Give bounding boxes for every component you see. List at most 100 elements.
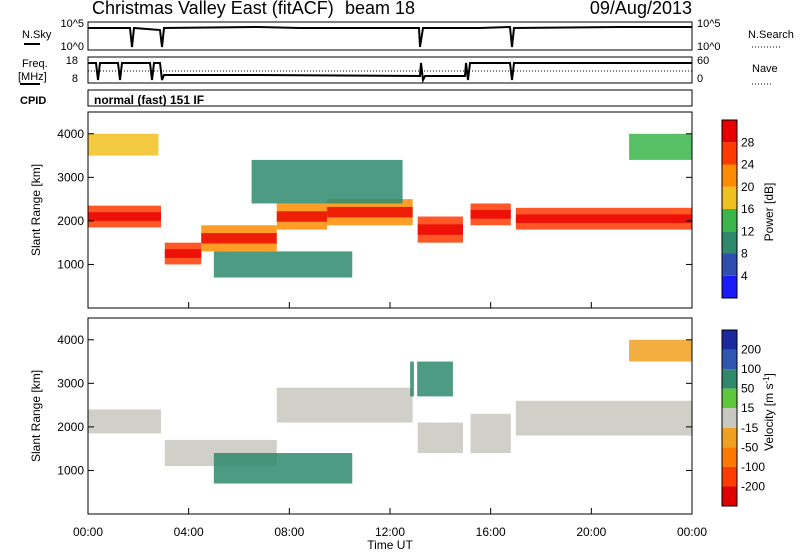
heatmap-band [410,361,453,397]
velocity-heatmap-area [88,319,692,513]
y-tick-label: 3000 [57,170,84,184]
colorbar-tick-label: -15 [741,421,759,435]
colorbar-tick-label: 20 [741,180,755,194]
colorbar-segment [722,142,737,165]
heatmap-band [417,422,463,454]
freq-label-line2: [MHz] [18,71,47,83]
heatmap-band [88,409,161,434]
x-axis-label: Time UT [367,538,413,552]
x-tick-label: 00:00 [73,525,103,539]
freq-tick-top: 18 [66,55,78,67]
colorbar-segment [722,231,737,254]
heatmap-band [276,387,413,423]
x-tick-label: 20:00 [576,525,606,539]
x-tick-label: 12:00 [375,525,405,539]
heatmap-band [88,133,159,156]
data-gap [512,319,516,513]
nsky-tick-top: 10^5 [60,18,84,30]
beam-label: beam 18 [345,0,415,18]
colorbar-segment [722,253,737,276]
colorbar-frame [721,329,738,507]
colorbar-tick-label: 28 [741,135,755,149]
nsky-trace [88,25,692,48]
colorbar-segment [722,427,737,448]
freq-label-line1: Freq. [22,58,48,70]
power-heatmap-area [88,113,692,307]
x-tick-label: 08:00 [274,525,304,539]
colorbar-tick-label: -200 [741,479,765,493]
colorbar-segment [722,120,737,143]
freq-trace [88,62,692,84]
freq-panel-frame [87,56,693,84]
nsky-label: N.Sky [22,29,52,41]
nsky-panel-frame [87,21,693,51]
nave-tick-top: 60 [697,55,709,67]
colorbar-tick-label: 4 [741,269,748,283]
nsearch-label: N.Search [748,29,794,41]
colorbar-frame [721,119,738,299]
colorbar-tick-label: 8 [741,247,748,261]
velocity-y-axis-label: Slant Range [km] [29,370,43,462]
colorbar-tick-label: -100 [741,460,765,474]
heatmap-band-core [470,210,511,219]
velocity-y-ticks: 1000 2000 3000 4000 [57,333,692,477]
heatmap-band-core [276,211,328,222]
station-title: Christmas Valley East (fitACF) [92,0,334,18]
y-tick-label: 1000 [57,257,84,271]
colorbar-segment [722,164,737,187]
colorbar-segment [722,408,737,428]
colorbar-segment [722,330,737,350]
x-tick-label: 00:00 [677,525,707,539]
colorbar-segment [722,349,737,370]
colorbar-tick-label: 12 [741,224,755,238]
colorbar-segment [722,209,737,232]
velocity-colorbar-label: Velocity [m s-1] [762,373,776,451]
data-gap [464,319,470,513]
data-gap [512,113,516,307]
colorbar-segment [722,466,737,487]
colorbar-segment [722,447,737,467]
nsearch-tick-bottom: 10^0 [697,41,721,53]
heatmap-band [629,133,692,160]
data-gap [162,113,165,307]
colorbar-tick-label: 100 [741,362,761,376]
heatmap-band-core [417,224,463,235]
colorbar-tick-label: 200 [741,343,761,357]
heatmap-band [213,453,353,484]
y-tick-label: 3000 [57,376,84,390]
colorbar-segment [722,369,737,389]
data-gap [162,319,165,513]
cpid-label: CPID [20,95,46,107]
colorbar-segment [722,186,737,209]
nave-tick-bottom: 0 [697,73,703,85]
heatmap-band-core [163,249,202,258]
colorbar-tick-label: 15 [741,401,755,415]
nsearch-tick-top: 10^5 [697,18,721,30]
heatmap-band-core [327,206,413,218]
velocity-colorbar-label-main: Velocity [m s [762,384,776,451]
nave-label: Nave [752,63,778,75]
colorbar-tick-label: 24 [741,158,755,172]
colorbar-tick-label: -50 [741,440,759,454]
colorbar-tick-label: 16 [741,202,755,216]
data-gap [413,113,418,307]
x-tick-label: 16:00 [476,525,506,539]
heatmap-band [251,159,403,204]
y-tick-label: 4000 [57,333,84,347]
colorbar-tick-label: 50 [741,382,755,396]
y-tick-label: 2000 [57,420,84,434]
power-colorbar: 4 8 12 16 20 24 28 [721,119,755,299]
colorbar-segment [722,486,737,506]
power-y-axis-label: Slant Range [km] [29,164,43,256]
velocity-colorbar-label-sup: -1 [762,376,771,384]
velocity-colorbar: 200 100 50 15 -15 -50 -100 -200 [721,329,765,507]
velocity-colorbar-label-end: ] [762,373,776,376]
heatmap-band-core [201,233,277,244]
data-gap [464,113,470,307]
x-tick-label: 04:00 [174,525,204,539]
colorbar-segment [722,275,737,298]
y-tick-label: 2000 [57,214,84,228]
heatmap-band [213,251,353,278]
